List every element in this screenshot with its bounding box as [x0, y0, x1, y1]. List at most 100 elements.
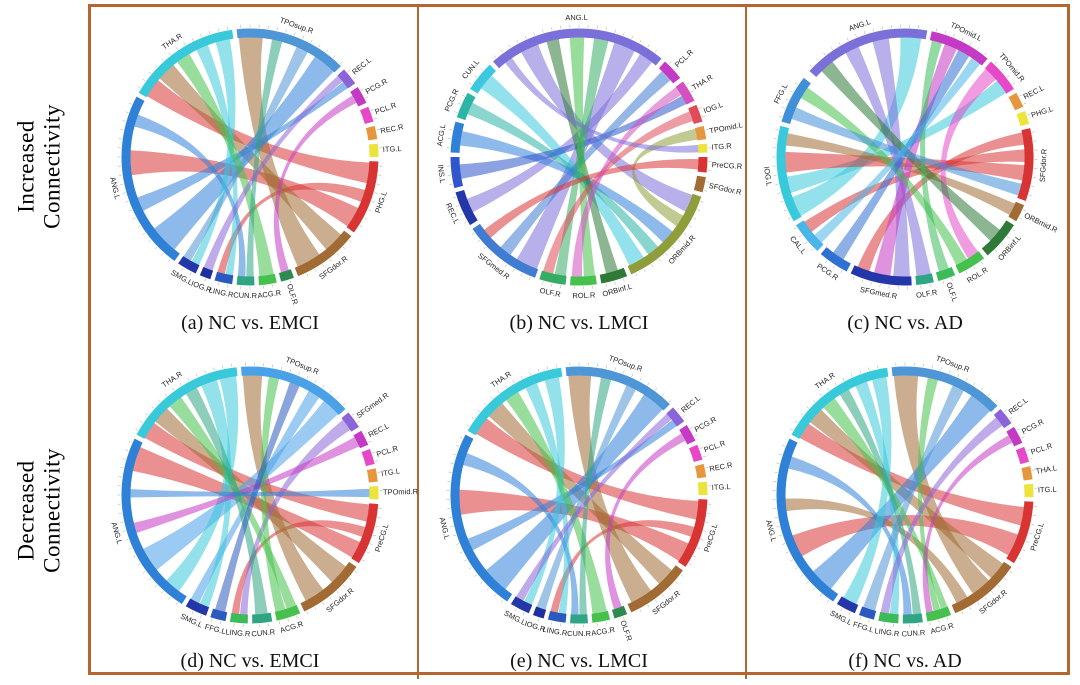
tick-mark	[977, 47, 980, 50]
region-arc	[820, 247, 851, 272]
tick-mark	[631, 373, 634, 377]
region-arc	[850, 265, 912, 286]
tick-mark	[368, 440, 372, 443]
tick-mark	[623, 370, 625, 374]
region-arc	[236, 28, 341, 73]
tick-mark	[122, 530, 126, 532]
tick-mark	[524, 35, 527, 39]
tick-mark	[961, 611, 964, 615]
tick-mark	[639, 39, 642, 43]
region-label: IOG.L	[762, 166, 774, 187]
tick-mark	[1004, 578, 1007, 581]
region-arc	[294, 230, 352, 277]
chord-ribbon	[459, 95, 687, 179]
tick-mark	[459, 213, 463, 216]
chord-ribbon	[458, 489, 689, 562]
tick-mark	[490, 253, 493, 256]
region-label: SMG.L	[503, 608, 528, 627]
chord-ribbon	[129, 150, 359, 227]
tick-mark	[1001, 68, 1004, 71]
tick-mark	[217, 282, 219, 286]
chord-ribbon	[845, 46, 931, 277]
tick-mark	[373, 118, 377, 120]
tick-mark	[795, 567, 798, 570]
tick-mark	[800, 413, 804, 416]
chord-ribbon	[130, 488, 370, 498]
tick-mark	[944, 30, 947, 34]
region-arc	[359, 106, 374, 125]
region-arc	[611, 605, 628, 619]
tick-mark	[302, 35, 305, 39]
tick-mark	[164, 393, 167, 396]
tick-mark	[135, 428, 138, 431]
tick-mark	[464, 221, 467, 224]
tick-mark	[623, 278, 625, 282]
tick-mark	[1032, 469, 1036, 471]
tick-mark	[859, 616, 861, 620]
tick-mark	[333, 55, 336, 58]
region-label: REC.L	[1022, 83, 1046, 101]
region-arc	[1016, 110, 1030, 127]
tick-mark	[647, 44, 650, 48]
chord-panel-a: THA.R TPOsup.R REC.L PCG.R PCL.R REC.R ITG.L PH…	[95, 6, 405, 335]
tick-mark	[289, 280, 292, 284]
tick-mark	[823, 52, 826, 56]
tick-mark	[686, 82, 689, 85]
region-label: ITG.L	[381, 466, 401, 478]
region-label: REC.L	[444, 201, 461, 225]
tick-mark	[469, 567, 472, 570]
tick-mark	[832, 265, 835, 269]
tick-mark	[452, 196, 456, 199]
region-label: ANG.L	[438, 516, 452, 540]
region-label: OLF.R	[285, 283, 300, 307]
region-arc	[925, 606, 952, 622]
tick-mark	[1028, 532, 1032, 534]
region-label: SFGmed.R	[859, 285, 898, 301]
tick-mark	[200, 34, 202, 38]
tick-mark	[483, 246, 487, 250]
tick-mark	[522, 612, 525, 616]
chord-ribbon	[872, 38, 910, 277]
chord-ribbon	[505, 391, 608, 615]
region-arc	[121, 438, 187, 604]
tick-mark	[697, 547, 701, 550]
tick-mark	[994, 249, 998, 253]
tick-mark	[776, 462, 780, 464]
tick-mark	[812, 587, 816, 591]
tick-mark	[200, 614, 202, 618]
chord-ribbon	[238, 37, 320, 268]
region-arc	[627, 193, 702, 275]
chord-diagram-c: ANG.L TPOmid.LTPOmid.RREC.LPHG.LSFGdor.RO…	[762, 17, 1059, 303]
tick-mark	[700, 201, 704, 203]
region-label: PCL.R	[374, 100, 398, 116]
tick-mark	[689, 426, 693, 429]
tick-mark	[988, 393, 991, 396]
region-label: SMG.L	[829, 608, 854, 627]
region-arc	[178, 256, 200, 274]
tick-mark	[811, 248, 814, 251]
tick-mark	[457, 102, 461, 105]
tick-mark	[375, 460, 379, 462]
panel-caption-d: (d) NC vs. EMCI	[180, 650, 320, 672]
tick-mark	[1021, 436, 1025, 439]
tick-mark	[504, 385, 507, 388]
tick-mark	[1006, 236, 1010, 239]
chord-ribbon	[466, 102, 659, 255]
tick-mark	[369, 543, 373, 545]
chord-ribbon	[800, 87, 968, 266]
tick-mark	[454, 111, 458, 113]
region-label: SMG.L	[179, 611, 204, 629]
region-label: ITG.L	[712, 482, 731, 492]
chord-ribbon	[917, 377, 941, 612]
tick-mark	[461, 94, 465, 97]
tick-mark	[795, 420, 798, 423]
region-label: TPOsup.R	[608, 353, 645, 373]
region-label: FFG.L	[772, 82, 790, 105]
tick-mark	[325, 49, 329, 53]
region-arc	[858, 606, 877, 620]
tick-mark	[151, 406, 154, 409]
region-arc	[697, 156, 708, 173]
tick-mark	[870, 282, 872, 286]
region-arc	[776, 438, 839, 602]
tick-mark	[500, 49, 504, 53]
